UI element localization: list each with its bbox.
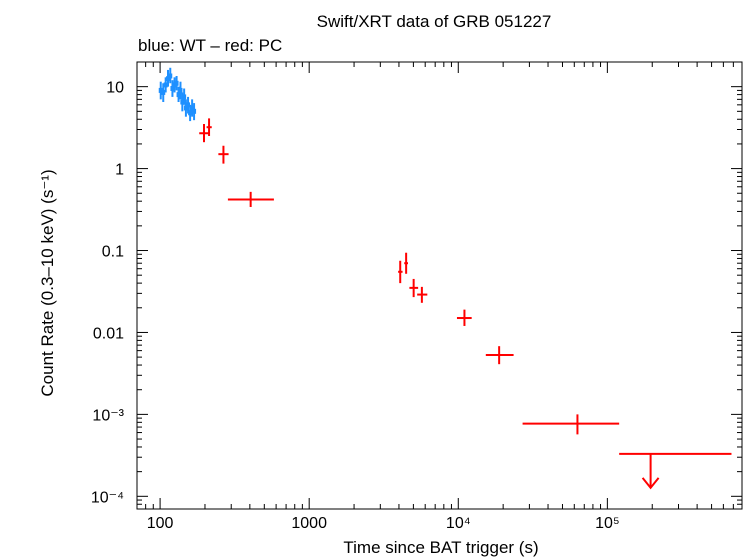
wt-marker — [183, 105, 188, 111]
pc-data-point — [199, 124, 209, 143]
pc-data-point — [409, 278, 419, 298]
pc-data-point — [456, 309, 472, 326]
wt-marker — [170, 85, 175, 91]
wt-data-point — [174, 75, 179, 91]
y-tick-label: 0.1 — [102, 244, 124, 261]
wt-data-point — [182, 88, 187, 105]
x-axis-label: Time since BAT trigger (s) — [343, 538, 538, 557]
pc-data-point — [227, 191, 274, 207]
wt-marker — [192, 108, 197, 114]
x-tick-label: 1000 — [291, 515, 327, 532]
wt-marker — [158, 87, 163, 93]
upper-limit-arrow-head — [641, 477, 660, 490]
wt-marker — [168, 73, 173, 79]
pc-data-point — [522, 414, 620, 435]
wt-marker — [174, 80, 179, 86]
data-marks — [158, 67, 732, 490]
pc-data-point — [398, 260, 403, 284]
y-tick-label: 10⁻³ — [92, 407, 124, 424]
wt-marker — [166, 76, 171, 82]
wt-data-point — [186, 96, 191, 114]
plot-frame — [136, 61, 743, 510]
x-tick-label: 100 — [147, 515, 174, 532]
pc-data-point — [404, 252, 408, 274]
pc-data-point — [206, 118, 212, 136]
wt-data-point — [183, 99, 188, 117]
y-tick-label: 0.01 — [93, 325, 124, 342]
wt-data-point — [161, 83, 166, 102]
wt-marker — [190, 105, 195, 111]
upper-limit-point — [619, 452, 732, 490]
wt-marker — [188, 110, 193, 116]
wt-marker — [180, 99, 185, 105]
wt-marker — [186, 102, 191, 108]
pc-data-point — [485, 346, 514, 365]
y-axis-label: Count Rate (0.3–10 keV) (s⁻¹) — [38, 169, 57, 396]
wt-data-point — [188, 104, 193, 122]
wt-marker — [172, 82, 177, 88]
wt-data-point — [170, 80, 175, 97]
wt-data-point — [168, 67, 173, 84]
wt-data-point — [163, 77, 168, 93]
wt-data-point — [178, 81, 183, 100]
y-tick-label: 10⁻⁴ — [91, 489, 124, 506]
chart-title: Swift/XRT data of GRB 051227 — [317, 12, 552, 31]
pc-data-point — [417, 286, 428, 303]
y-tick-label: 10 — [106, 80, 124, 97]
wt-marker — [163, 82, 168, 88]
axis-ticks: 100 1000 10⁴ 10⁵ 10 1 0.1 0.01 10⁻³ 10⁻⁴ — [91, 61, 743, 532]
wt-data-point — [166, 69, 171, 87]
wt-data-point — [192, 103, 197, 121]
wt-marker — [178, 87, 183, 93]
wt-marker — [182, 94, 187, 100]
pc-data-point — [218, 145, 229, 164]
wt-marker — [176, 92, 181, 98]
x-tick-label: 10⁴ — [446, 515, 471, 532]
chart-subtitle: blue: WT – red: PC — [138, 36, 282, 55]
y-tick-label: 1 — [115, 162, 124, 179]
x-tick-label: 10⁵ — [595, 515, 619, 532]
wt-marker — [161, 89, 166, 95]
